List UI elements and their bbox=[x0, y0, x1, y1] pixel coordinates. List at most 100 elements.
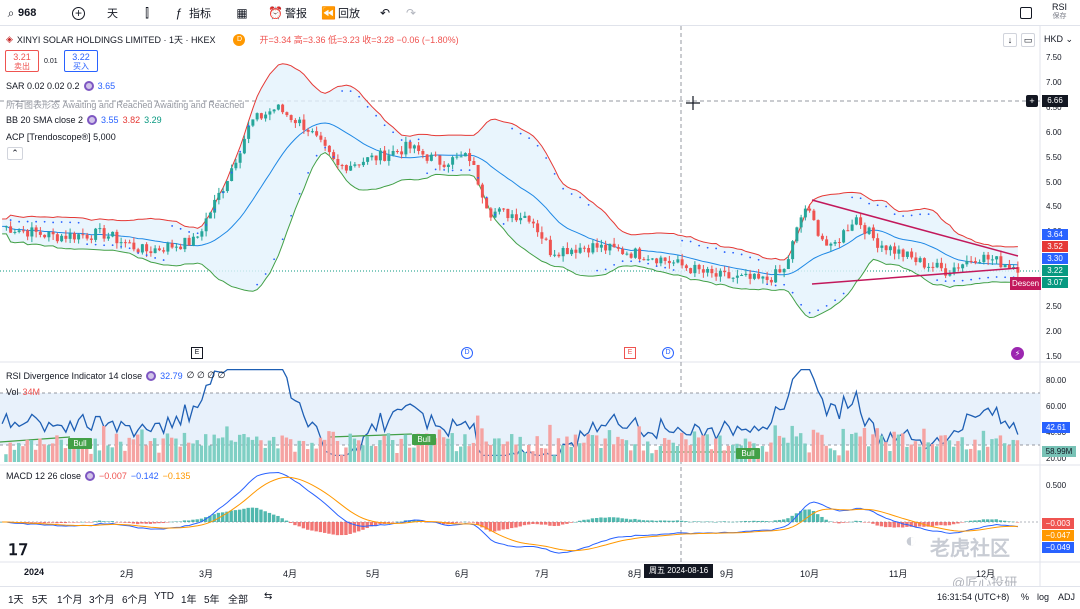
patterns-legend[interactable]: 所有图表形态 Awaiting and Reached Awaiting and… bbox=[6, 98, 244, 111]
collapse-legend-button[interactable]: ⌃ bbox=[7, 147, 23, 160]
range-button[interactable]: 5年 bbox=[204, 595, 220, 606]
sar-label: SAR 0.02 0.02 0.2 bbox=[6, 81, 80, 91]
volume-bar bbox=[850, 434, 854, 462]
sar-dot bbox=[570, 193, 573, 195]
volume-bar bbox=[544, 448, 548, 462]
percent-toggle[interactable]: % bbox=[1021, 592, 1030, 602]
macd-histogram-bar bbox=[922, 522, 926, 527]
range-button[interactable]: 3个月 bbox=[89, 595, 115, 606]
macd-histogram-bar bbox=[612, 517, 616, 522]
chart-type-button[interactable]: ⫿ bbox=[140, 4, 154, 22]
volume-bar bbox=[705, 434, 709, 462]
sar-dot bbox=[647, 262, 650, 265]
alert-button[interactable]: ⏰ 警报 bbox=[268, 4, 307, 22]
acp-legend[interactable]: ACP [Trendoscope®] 5,000 bbox=[6, 132, 116, 142]
volume-bar bbox=[340, 454, 344, 462]
volume-bar bbox=[926, 442, 930, 462]
candle-body bbox=[846, 230, 850, 232]
candle-body bbox=[803, 208, 807, 218]
currency-selector[interactable]: HKD ⌄ bbox=[1044, 34, 1073, 45]
templates-button[interactable]: ▦ bbox=[235, 4, 249, 22]
sar-dot bbox=[519, 132, 522, 135]
volume-bar bbox=[960, 437, 964, 462]
settings-icon[interactable] bbox=[83, 81, 94, 91]
earnings-marker[interactable]: E bbox=[191, 347, 203, 359]
earnings-marker[interactable]: E bbox=[624, 347, 636, 359]
sar-dot bbox=[978, 277, 981, 280]
volume-bar bbox=[697, 437, 701, 462]
buy-label: 买入 bbox=[73, 62, 89, 71]
dividend-marker[interactable]: D bbox=[662, 347, 674, 359]
sar-dot bbox=[290, 214, 293, 217]
candle-body bbox=[876, 238, 880, 248]
sar-dot bbox=[409, 140, 412, 143]
range-button[interactable]: 5天 bbox=[32, 595, 48, 606]
symbol-search[interactable]: ⌕ 968 bbox=[4, 4, 37, 22]
sar-dot bbox=[196, 232, 199, 235]
redo-button[interactable]: ↷ bbox=[404, 4, 418, 22]
sell-button[interactable]: 3.21 卖出 bbox=[5, 50, 39, 72]
volume-bar bbox=[578, 443, 582, 462]
log-toggle[interactable]: log bbox=[1037, 592, 1050, 602]
range-button[interactable]: 1年 bbox=[181, 595, 197, 606]
candle-body bbox=[378, 150, 382, 161]
range-button[interactable]: 1天 bbox=[8, 595, 24, 606]
volume-bar bbox=[301, 441, 306, 462]
compare-button[interactable]: + bbox=[72, 4, 85, 22]
sar-dot bbox=[375, 114, 378, 117]
save-button[interactable]: RSI 保存 bbox=[1052, 3, 1067, 21]
dividend-marker[interactable]: D bbox=[461, 347, 473, 359]
arrow-down-button[interactable]: ↓ bbox=[1003, 33, 1017, 47]
range-button[interactable]: YTD bbox=[154, 591, 174, 602]
clock-time[interactable]: 16:31:54 (UTC+8) bbox=[937, 592, 1010, 602]
news-icon[interactable]: ⚡ bbox=[1011, 347, 1024, 360]
volume-bar bbox=[63, 448, 68, 462]
range-button[interactable]: 1个月 bbox=[57, 595, 83, 606]
volume-bar bbox=[331, 431, 335, 462]
settings-icon[interactable] bbox=[85, 471, 96, 481]
candle-body bbox=[969, 260, 973, 262]
macd-histogram-bar bbox=[714, 521, 718, 523]
layout-button[interactable] bbox=[1020, 4, 1032, 22]
candle-body bbox=[417, 145, 421, 151]
tradingview-logo[interactable]: 𝟣𝟩 bbox=[8, 542, 29, 559]
undo-button[interactable]: ↶ bbox=[378, 4, 392, 22]
candle-body bbox=[761, 276, 765, 279]
lock-button[interactable]: ▭ bbox=[1021, 33, 1035, 47]
interval-button[interactable]: 天 bbox=[107, 8, 118, 20]
volume-bar bbox=[323, 439, 327, 462]
goto-date-button[interactable]: ⇆ bbox=[264, 591, 272, 602]
macd-histogram-bar bbox=[493, 522, 497, 532]
candle-body bbox=[808, 208, 812, 211]
volume-bar bbox=[607, 430, 612, 462]
candle-body bbox=[242, 138, 246, 154]
volume-legend[interactable]: Vol 34M bbox=[6, 387, 40, 397]
buy-button[interactable]: 3.22 买入 bbox=[64, 50, 98, 72]
sar-dot bbox=[774, 284, 777, 287]
indicators-button[interactable]: ƒ 指标 bbox=[172, 4, 211, 22]
volume-bar bbox=[833, 450, 837, 462]
rsi-legend[interactable]: RSI Divergence Indicator 14 close 32.79 … bbox=[6, 370, 225, 381]
range-button[interactable]: 全部 bbox=[228, 595, 248, 606]
macd-histogram-bar bbox=[429, 522, 433, 523]
candle-body bbox=[880, 245, 884, 248]
sar-legend[interactable]: SAR 0.02 0.02 0.2 3.65 bbox=[6, 81, 115, 91]
macd-histogram-bar bbox=[123, 522, 127, 523]
macd-histogram-bar bbox=[72, 522, 76, 523]
settings-icon[interactable] bbox=[146, 370, 157, 381]
replay-button[interactable]: ⏪ 回放 bbox=[321, 4, 360, 22]
macd-label: MACD 12 26 close bbox=[6, 471, 82, 481]
rsi-tick: 20.00 bbox=[1046, 454, 1067, 463]
volume-bar bbox=[12, 449, 17, 462]
settings-icon[interactable] bbox=[87, 115, 98, 125]
macd-legend[interactable]: MACD 12 26 close −0.007 −0.142 −0.135 bbox=[6, 471, 190, 481]
symbol-title[interactable]: XINYI SOLAR HOLDINGS LIMITED · 1天 · HKEX bbox=[16, 35, 216, 45]
macd-histogram-bar bbox=[476, 522, 480, 525]
candle-body bbox=[956, 267, 960, 269]
add-alert-icon[interactable]: + bbox=[1026, 95, 1038, 107]
bb-legend[interactable]: BB 20 SMA close 2 3.55 3.82 3.29 bbox=[6, 115, 162, 125]
adj-toggle[interactable]: ADJ bbox=[1058, 592, 1076, 602]
range-button[interactable]: 6个月 bbox=[122, 595, 148, 606]
candle-body bbox=[676, 259, 680, 263]
macd-histogram-bar bbox=[480, 522, 484, 528]
